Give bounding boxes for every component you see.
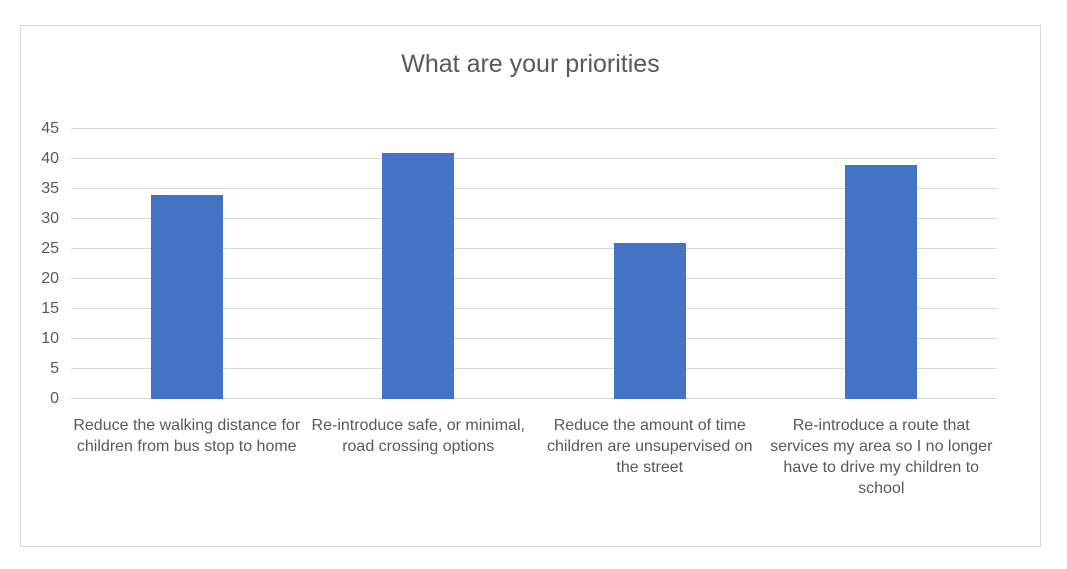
gridline <box>71 368 997 369</box>
y-tick-label: 0 <box>50 390 59 407</box>
x-category-label-1: Reduce the walking distance for children… <box>73 417 301 455</box>
y-axis: 0 5 10 15 20 25 30 35 40 45 <box>21 26 59 546</box>
gridline <box>71 308 997 309</box>
gridline <box>71 188 997 189</box>
y-tick-label: 40 <box>41 150 59 167</box>
gridline <box>71 338 997 339</box>
x-category-label-4: Re-introduce a route that services my ar… <box>770 417 993 497</box>
y-tick-label: 25 <box>41 240 59 257</box>
bar-1[interactable] <box>150 195 223 399</box>
y-tick-label: 35 <box>41 180 59 197</box>
x-category-label-3: Reduce the amount of time children are u… <box>547 417 753 476</box>
gridline <box>71 218 997 219</box>
chart-title: What are your priorities <box>401 50 660 78</box>
bar-4[interactable] <box>845 165 918 399</box>
gridline <box>71 158 997 159</box>
plot-area <box>71 128 997 399</box>
gridline <box>71 128 997 129</box>
gridline <box>71 398 997 399</box>
bar-3[interactable] <box>613 243 686 399</box>
y-tick-label: 10 <box>41 330 59 347</box>
y-tick-label: 15 <box>41 300 59 317</box>
y-tick-label: 5 <box>50 360 59 377</box>
y-tick-label: 45 <box>41 120 59 137</box>
gridline <box>71 278 997 279</box>
gridline <box>71 248 997 249</box>
x-category-label-2: Re-introduce safe, or minimal, road cros… <box>311 417 525 455</box>
bar-2[interactable] <box>382 153 455 399</box>
chart-frame[interactable]: What are your priorities 0 5 10 15 20 25 30 35 4… <box>20 25 1041 547</box>
y-tick-label: 30 <box>41 210 59 227</box>
y-tick-label: 20 <box>41 270 59 287</box>
